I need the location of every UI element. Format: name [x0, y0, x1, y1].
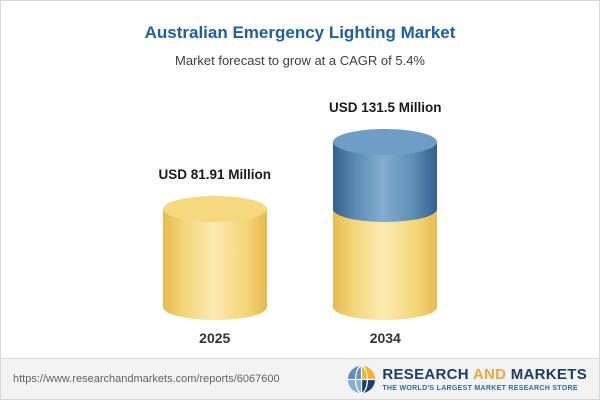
bar-group-2025: USD 81.91 Million 2025 [158, 167, 271, 346]
logo-wordmark: RESEARCH AND MARKETS [382, 367, 587, 382]
cylinder-2034-bottom-segment [333, 209, 438, 320]
cylinder-2025 [162, 196, 267, 320]
chart-header: Australian Emergency Lighting Market Mar… [1, 1, 599, 68]
report-url: https://www.researchandmarkets.com/repor… [13, 373, 280, 385]
year-label-2025: 2025 [199, 330, 231, 346]
logo-word-research: RESEARCH [382, 365, 469, 383]
chart-title: Australian Emergency Lighting Market [144, 23, 456, 42]
chart-subtitle: Market forecast to grow at a CAGR of 5.4… [175, 53, 425, 68]
cylinder-2025-body [162, 209, 267, 320]
cylinder-2025-top-cap [162, 196, 267, 222]
year-label-2034: 2034 [369, 330, 401, 346]
logo-word-markets: MARKETS [510, 365, 587, 383]
value-label-2034: USD 131.5 Million [329, 100, 442, 115]
footer-bar: https://www.researchandmarkets.com/repor… [1, 358, 599, 399]
cylinder-2034-top-segment [333, 142, 438, 222]
logo-word-and: AND [472, 365, 507, 383]
logo-text-block: RESEARCH AND MARKETS THE WORLD'S LARGEST… [382, 367, 587, 392]
research-and-markets-globe-icon [348, 365, 376, 393]
cylinder-2034 [333, 129, 438, 320]
cylinder-2034-top-cap [333, 129, 438, 155]
research-and-markets-logo: RESEARCH AND MARKETS THE WORLD'S LARGEST… [348, 365, 587, 393]
bar-chart: USD 81.91 Million 2025 USD 131.5 Million… [1, 68, 599, 358]
value-label-2025: USD 81.91 Million [158, 167, 271, 182]
bar-group-2034: USD 131.5 Million 2034 [329, 100, 442, 346]
logo-tagline: THE WORLD'S LARGEST MARKET RESEARCH STOR… [382, 384, 578, 392]
